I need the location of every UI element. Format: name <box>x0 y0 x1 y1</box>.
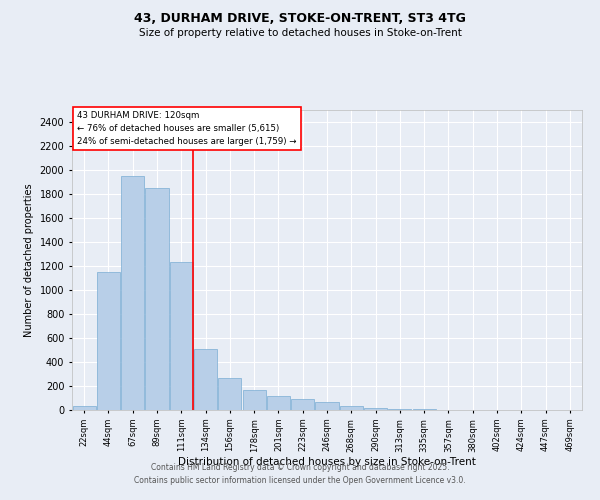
Text: Size of property relative to detached houses in Stoke-on-Trent: Size of property relative to detached ho… <box>139 28 461 38</box>
Bar <box>242 390 266 410</box>
Bar <box>73 406 95 410</box>
Bar <box>388 409 412 410</box>
Bar <box>316 402 338 410</box>
Bar <box>194 349 217 410</box>
Text: Contains HM Land Registry data © Crown copyright and database right 2025.: Contains HM Land Registry data © Crown c… <box>151 464 449 472</box>
Bar <box>97 272 120 410</box>
Bar <box>218 378 241 410</box>
Bar <box>170 262 193 410</box>
Text: Contains public sector information licensed under the Open Government Licence v3: Contains public sector information licen… <box>134 476 466 485</box>
Bar <box>267 396 290 410</box>
Bar <box>364 408 387 410</box>
X-axis label: Distribution of detached houses by size in Stoke-on-Trent: Distribution of detached houses by size … <box>178 457 476 467</box>
Bar <box>121 176 144 410</box>
Bar <box>291 399 314 410</box>
Y-axis label: Number of detached properties: Number of detached properties <box>24 183 34 337</box>
Bar <box>340 406 363 410</box>
Text: 43 DURHAM DRIVE: 120sqm
← 76% of detached houses are smaller (5,615)
24% of semi: 43 DURHAM DRIVE: 120sqm ← 76% of detache… <box>77 112 296 146</box>
Bar <box>145 188 169 410</box>
Text: 43, DURHAM DRIVE, STOKE-ON-TRENT, ST3 4TG: 43, DURHAM DRIVE, STOKE-ON-TRENT, ST3 4T… <box>134 12 466 26</box>
